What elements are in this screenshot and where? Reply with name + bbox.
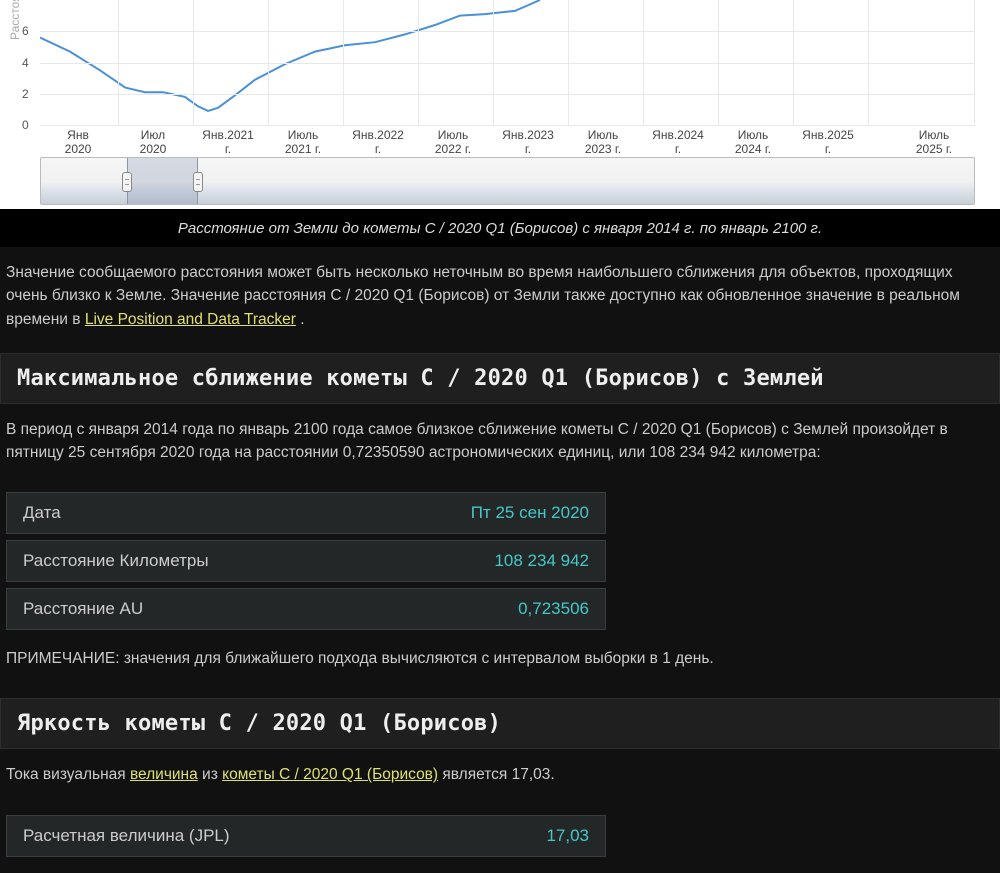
y-tick: 4 bbox=[22, 56, 29, 70]
x-tick: Янв2020 bbox=[65, 128, 92, 157]
x-tick: Янв.2022г. bbox=[352, 128, 404, 157]
row-key: Расстояние AU bbox=[6, 588, 376, 630]
y-axis-label: Расстояние от Зе bbox=[8, 0, 22, 40]
closest-approach-text: В период с января 2014 года по январь 21… bbox=[6, 418, 994, 465]
chart-caption: Расстояние от Земли до кометы C / 2020 Q… bbox=[0, 209, 1000, 247]
row-key: Расстояние Километры bbox=[6, 540, 376, 582]
table-row: Расстояние Километры108 234 942 bbox=[6, 540, 606, 582]
row-value: 108 234 942 bbox=[376, 540, 606, 582]
x-tick: Июль2023 г. bbox=[585, 128, 621, 157]
x-tick: Июль2022 г. bbox=[435, 128, 471, 157]
row-value: 0,723506 bbox=[376, 588, 606, 630]
intro-paragraph: Значение сообщаемого расстояния может бы… bbox=[6, 261, 994, 331]
sampling-note: ПРИМЕЧАНИЕ: значения для ближайшего подх… bbox=[0, 646, 1000, 682]
row-key: Расчетная величина (JPL) bbox=[6, 815, 376, 857]
x-tick: Янв.2023г. bbox=[502, 128, 554, 157]
x-tick: Янв.2025г. bbox=[802, 128, 854, 157]
table-row: Расчетная величина (JPL)17,03 bbox=[6, 815, 606, 857]
magnitude-link[interactable]: величина bbox=[130, 766, 198, 783]
intro-tail: . bbox=[300, 311, 304, 328]
range-selection[interactable] bbox=[127, 158, 198, 204]
brightness-table: Расчетная величина (JPL)17,03 bbox=[6, 809, 606, 863]
table-row: ДатаПт 25 сен 2020 bbox=[6, 492, 606, 534]
distance-chart: Расстояние от Зе 0 2 4 6 Янв2020 Июл2020 Янв.… bbox=[0, 0, 1000, 209]
brightness-sentence: Тока визуальная величина из кометы C / 2… bbox=[6, 763, 994, 786]
range-handle-left[interactable] bbox=[122, 172, 132, 192]
y-tick: 2 bbox=[22, 87, 29, 101]
row-value: 17,03 bbox=[376, 815, 606, 857]
x-tick: Июль2025 г. bbox=[916, 128, 952, 157]
y-tick: 6 bbox=[22, 24, 29, 38]
x-tick: Июл2020 bbox=[140, 128, 167, 157]
row-key: Дата bbox=[6, 492, 376, 534]
y-tick: 0 bbox=[22, 118, 29, 132]
row-value: Пт 25 сен 2020 bbox=[376, 492, 606, 534]
table-row: Расстояние AU0,723506 bbox=[6, 588, 606, 630]
closest-approach-table: ДатаПт 25 сен 2020Расстояние Километры10… bbox=[6, 486, 606, 636]
x-tick: Янв.2024г. bbox=[652, 128, 704, 157]
brightness-heading: Яркость кометы C / 2020 Q1 (Борисов) bbox=[0, 698, 1000, 749]
comet-link[interactable]: кометы C / 2020 Q1 (Борисов) bbox=[222, 766, 438, 783]
closest-approach-heading: Максимальное сближение кометы C / 2020 Q… bbox=[0, 353, 1000, 404]
x-tick: Июль2024 г. bbox=[735, 128, 771, 157]
range-handle-right[interactable] bbox=[193, 172, 203, 192]
x-tick: Июль2021 г. bbox=[285, 128, 321, 157]
x-tick: Янв.2021г. bbox=[202, 128, 254, 157]
live-tracker-link[interactable]: Live Position and Data Tracker bbox=[85, 311, 296, 328]
range-selector[interactable] bbox=[40, 157, 975, 205]
